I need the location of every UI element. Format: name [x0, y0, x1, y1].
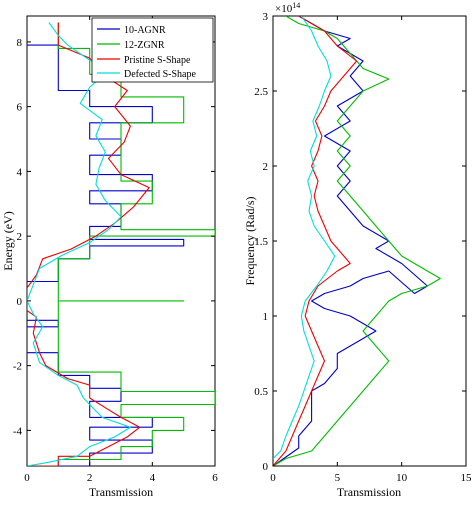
left-y-tick-label: 2: [17, 231, 23, 243]
left-x-tick-label: 6: [212, 472, 218, 484]
right-y-tick-label: 0.5: [254, 386, 268, 398]
left-y-tick-label: 6: [17, 102, 23, 114]
right-series-line-3: [273, 16, 336, 459]
right-x-tick-label: 15: [461, 472, 473, 484]
right-x-tick-label: 0: [270, 472, 276, 484]
left-x-axis-label: Transmission: [89, 485, 153, 499]
right-plot-frame: [272, 15, 467, 467]
left-ticks: 0 2 4 6 -4 -2 0 2 4 6 8: [13, 16, 218, 484]
right-series-group: [273, 16, 441, 466]
right-x-tick-label: 5: [335, 472, 341, 484]
left-x-tick-label: 2: [87, 472, 93, 484]
right-y-tick-label: 3: [263, 11, 269, 23]
right-x-axis-label: Transmission: [337, 485, 401, 499]
left-y-tick-label: 0: [17, 296, 23, 308]
right-series-line-2: [273, 16, 358, 466]
left-y-tick-label: 4: [17, 166, 23, 178]
left-y-tick-label: -2: [13, 361, 22, 373]
right-y-tick-label: 2: [263, 161, 269, 173]
right-series-line-1: [273, 16, 441, 466]
left-x-tick-label: 0: [24, 472, 30, 484]
left-series-group: [27, 22, 215, 466]
legend-label-pristine: Pristine S-Shape: [124, 55, 191, 66]
left-x-tick-label: 4: [150, 472, 156, 484]
left-y-tick-label: -4: [13, 425, 23, 437]
right-x-tick-label: 10: [396, 472, 408, 484]
legend: 10-AGNR 12-ZGNR Pristine S-Shape Defecte…: [91, 17, 214, 83]
right-y-axis-label: Frequency (Rad/s): [243, 197, 257, 286]
left-y-tick-label: 8: [17, 37, 23, 49]
right-y-tick-label: 1.5: [254, 236, 268, 248]
left-y-axis-label: Energy (eV): [1, 211, 15, 270]
legend-label-10-agnr: 10-AGNR: [124, 25, 166, 36]
legend-label-defected: Defected S-Shape: [124, 69, 196, 80]
right-y-tick-label: 1: [263, 311, 269, 323]
legend-label-12-zgnr: 12-ZGNR: [124, 40, 165, 51]
left-series-line-3: [27, 22, 131, 466]
right-y-scale-exponent: ×1014: [275, 1, 300, 15]
right-series-line-0: [273, 16, 428, 466]
left-chart: 0 2 4 6 -4 -2 0 2 4 6 8 Transmission Energy (eV) 1…: [1, 15, 218, 499]
left-series-line-2: [27, 22, 150, 466]
right-y-tick-label: 2.5: [254, 86, 268, 98]
left-series-line-1: [27, 22, 215, 466]
right-y-tick-label: 0: [263, 461, 269, 473]
right-chart: 0 5 10 15 0 0.5 1 1.5 2 2.5 3 Transmission Frequen…: [243, 1, 472, 499]
right-ticks: 0 5 10 15 0 0.5 1 1.5 2 2.5 3: [254, 11, 472, 484]
